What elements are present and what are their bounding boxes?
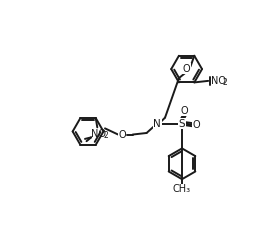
Text: CH₃: CH₃ [173,184,191,194]
Text: 2: 2 [223,78,227,87]
Text: S: S [179,119,185,129]
Text: NO: NO [91,129,106,139]
Text: NO: NO [211,76,226,86]
Text: 2: 2 [103,131,108,140]
Text: N: N [153,119,161,129]
Text: O: O [181,106,188,116]
Text: O: O [183,64,190,74]
Text: O: O [193,120,200,129]
Text: O: O [118,129,126,140]
